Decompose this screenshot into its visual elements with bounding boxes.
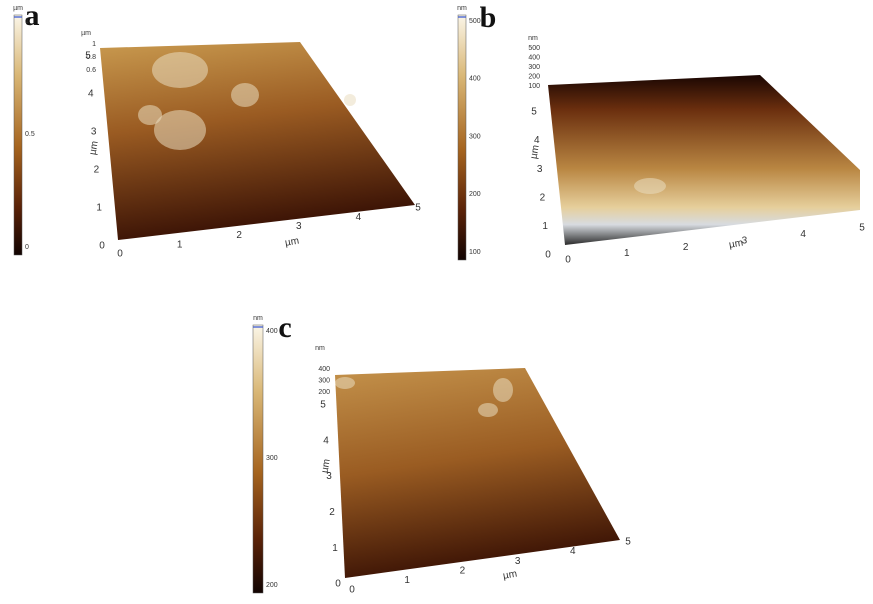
y-tick-label: 2	[540, 192, 546, 203]
colorbar-tick: 500	[469, 18, 481, 25]
colorbar-unit: nm	[253, 315, 263, 322]
x-tick-label: 3	[742, 235, 748, 246]
z-tick-label: 100	[528, 83, 540, 90]
z-tick-label: 400	[528, 54, 540, 61]
x-tick-label: 0	[117, 249, 123, 260]
colorbar-tick: 400	[266, 328, 278, 335]
surface-feature	[478, 403, 498, 417]
y-tick-label: 1	[542, 221, 548, 232]
surface	[548, 75, 860, 245]
y-tick-label: 2	[94, 165, 100, 176]
surface-feature	[493, 378, 513, 402]
y-tick-label: 1	[96, 203, 102, 214]
x-tick-label: 4	[570, 546, 576, 557]
z-tick-label: 300	[318, 377, 330, 384]
y-tick-label: 5	[320, 400, 326, 411]
z-tick-label: 200	[528, 73, 540, 80]
y-tick-label: 5	[531, 107, 537, 118]
colorbar	[13, 14, 23, 256]
colorbar-tick: 0	[25, 244, 29, 251]
y-unit: µm	[528, 144, 541, 160]
colorbar-tick: 100	[469, 249, 481, 256]
surface-feature	[138, 105, 162, 125]
x-tick-label: 5	[625, 537, 631, 548]
surface	[100, 42, 415, 240]
x-tick-label: 2	[460, 565, 466, 576]
z-unit: µm	[81, 30, 91, 37]
surface-feature	[154, 110, 206, 150]
x-unit: µm	[284, 235, 300, 248]
surface-feature	[231, 83, 259, 107]
colorbar-tick: 300	[266, 455, 278, 462]
y-tick-label: 0	[545, 250, 551, 261]
y-tick-label: 4	[323, 435, 329, 446]
x-tick-label: 1	[404, 575, 410, 586]
surface-feature	[634, 178, 666, 194]
x-tick-label: 2	[236, 230, 242, 241]
x-tick-label: 1	[177, 239, 183, 250]
colorbar-unit: µm	[13, 5, 23, 12]
x-tick-label: 5	[415, 203, 421, 214]
colorbar-tick: 400	[469, 76, 481, 83]
colorbar-tick: 200	[469, 191, 481, 198]
x-tick-label: 0	[349, 585, 355, 596]
y-tick-label: 0	[335, 579, 341, 590]
y-unit: µm	[87, 140, 100, 156]
panel-label: c	[278, 311, 291, 344]
z-tick-label: 500	[528, 45, 540, 52]
x-tick-label: 0	[565, 255, 571, 266]
colorbar-tick: 0.5	[25, 131, 35, 138]
surface-feature	[344, 94, 356, 106]
x-unit: µm	[502, 568, 518, 581]
z-tick-label: 300	[528, 64, 540, 71]
z-tick-label: 0.6	[86, 67, 96, 74]
colorbar-tick: 1	[25, 18, 29, 25]
x-tick-label: 5	[859, 223, 865, 234]
panel-label: b	[480, 1, 497, 34]
z-tick-label: 400	[318, 366, 330, 373]
surface	[335, 368, 620, 578]
colorbar-tick: 300	[469, 133, 481, 140]
panel-label: a	[25, 0, 40, 32]
x-tick-label: 4	[356, 212, 362, 223]
z-tick-label: 0.8	[86, 54, 96, 61]
x-unit: µm	[728, 237, 744, 250]
y-unit: µm	[319, 458, 332, 474]
y-tick-label: 3	[326, 471, 332, 482]
x-tick-label: 3	[515, 556, 521, 567]
y-tick-label: 2	[329, 507, 335, 518]
y-tick-label: 3	[91, 127, 97, 138]
z-tick-label: 1	[92, 41, 96, 48]
surface-feature	[152, 52, 208, 88]
x-tick-label: 4	[800, 229, 806, 240]
y-tick-label: 3	[537, 164, 543, 175]
y-tick-label: 4	[534, 135, 540, 146]
z-unit: nm	[528, 35, 538, 42]
x-tick-label: 1	[624, 248, 630, 259]
y-tick-label: 1	[332, 543, 338, 554]
y-tick-label: 5	[85, 51, 91, 62]
y-tick-label: 0	[99, 241, 105, 252]
y-tick-label: 4	[88, 89, 94, 100]
z-tick-label: 200	[318, 389, 330, 396]
colorbar	[252, 324, 264, 594]
colorbar-unit: nm	[457, 5, 467, 12]
colorbar-tick: 200	[266, 582, 278, 589]
z-unit: nm	[315, 345, 325, 352]
x-tick-label: 2	[683, 242, 689, 253]
surface-feature	[335, 377, 355, 389]
x-tick-label: 3	[296, 221, 302, 232]
colorbar	[457, 14, 467, 261]
